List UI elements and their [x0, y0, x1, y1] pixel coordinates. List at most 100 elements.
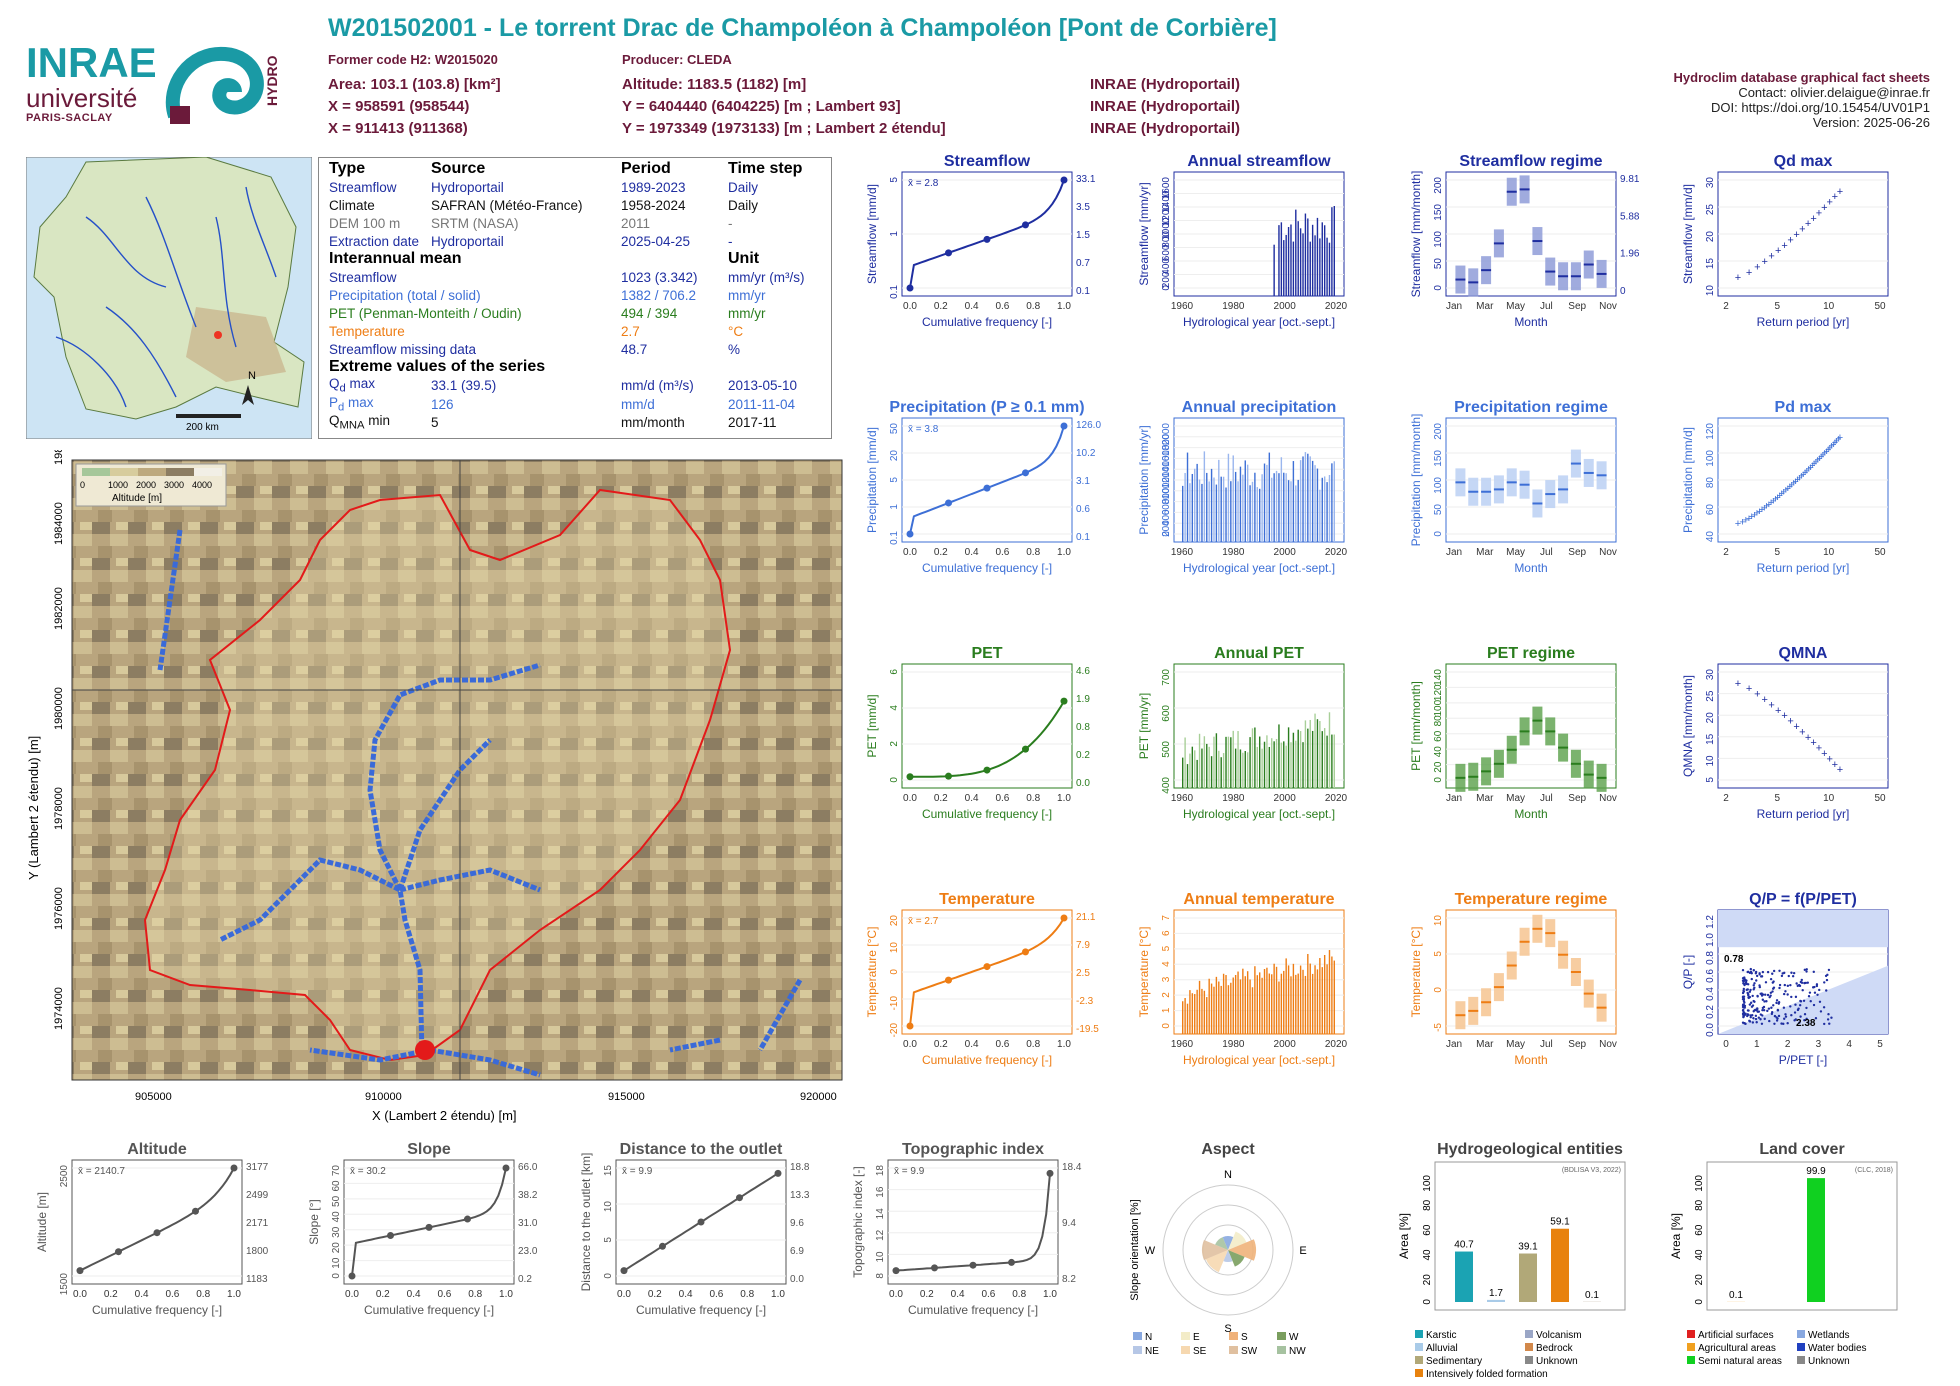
qp-point	[1742, 1005, 1746, 1008]
bar	[1186, 1003, 1189, 1034]
chart-title: Precipitation regime	[1454, 399, 1608, 416]
bar	[1328, 474, 1331, 542]
qp-label: 2.38	[1796, 1018, 1816, 1029]
y-tick: 50	[1433, 504, 1444, 516]
row-extraction: Extraction date Hydroportail 2025-04-25 -	[329, 232, 818, 250]
y-axis-label: Topographic index [-]	[851, 1166, 865, 1277]
y-tick: 60	[1422, 1224, 1433, 1236]
plus-point: +	[1781, 710, 1787, 722]
quantile-point	[736, 1194, 743, 1202]
x-axis-label: Return period [yr]	[1757, 315, 1850, 329]
y-tick: 400	[1161, 258, 1172, 275]
bar	[1268, 973, 1271, 1034]
bar	[1280, 973, 1283, 1034]
row-ext-qd: Qd max 33.1 (39.5) mm/d (m³/s) 2013-05-10	[329, 376, 818, 395]
bar	[1299, 965, 1302, 1034]
plus-point: +	[1754, 508, 1760, 520]
legend-tick: 3000	[164, 480, 184, 490]
station-marker	[214, 331, 222, 339]
x-tick: 0.8	[1012, 1289, 1026, 1300]
legend-label: SE	[1193, 1346, 1207, 1357]
y-tick: 10	[603, 1201, 614, 1213]
x-tick: 2	[1785, 1039, 1791, 1050]
quantile-point	[983, 484, 991, 492]
cell: mm/month	[621, 415, 685, 431]
qp-zone	[1718, 910, 1888, 948]
legend-label: S	[1241, 1332, 1248, 1343]
quantile-point	[502, 1164, 510, 1172]
qp-point	[1786, 1021, 1789, 1025]
chart-title: Hydrogeological entities	[1437, 1141, 1623, 1158]
bar	[1215, 976, 1218, 1034]
quantile-point	[153, 1229, 161, 1237]
qp-point	[1812, 970, 1815, 974]
scale-label: 200 km	[186, 422, 219, 433]
x-tick: 5	[1775, 547, 1781, 558]
x-tick: Jan	[1446, 547, 1462, 558]
qp-point	[1799, 999, 1802, 1003]
bar	[1287, 965, 1290, 1034]
qp-point	[1749, 1001, 1753, 1004]
y-tick: 30	[1705, 669, 1716, 681]
y-tick: 0	[1161, 1023, 1172, 1029]
right-label: 1.9	[1076, 694, 1090, 705]
plus-point: +	[1802, 467, 1808, 479]
bar	[1237, 731, 1239, 788]
bar	[1307, 728, 1309, 788]
aspect-sector	[1222, 1236, 1234, 1250]
qp-point	[1763, 1000, 1766, 1003]
bar	[1266, 735, 1268, 788]
qp-point	[1827, 968, 1831, 972]
bar	[1280, 457, 1283, 542]
bar	[1292, 241, 1295, 296]
qp-point	[1776, 1008, 1780, 1012]
quantile-point	[906, 773, 914, 781]
chart-t_regime: Temperature regime -5 0 5 10 Jan Mar May Jul Sep N…	[1409, 891, 1617, 1067]
bar	[1304, 720, 1307, 788]
mean-label: x̄ = 2.7	[908, 916, 939, 927]
header-right: Hydroclim database graphical fact sheets…	[1674, 70, 1930, 130]
right-label: 0.1	[1076, 532, 1090, 543]
cell: 1023 (3.342)	[621, 269, 698, 285]
legend-swatch	[1687, 1343, 1695, 1351]
plus-point: +	[1810, 737, 1816, 749]
quantile-point	[1060, 697, 1068, 705]
qp-point	[1769, 977, 1773, 981]
x-tick: Mar	[1476, 793, 1494, 804]
north-arrow: N	[248, 370, 256, 382]
paris-saclay-text: PARIS-SACLAY	[26, 112, 113, 124]
x-axis-label: X (Lambert 2 étendu) [m]	[372, 1108, 517, 1123]
quantile-point	[1022, 745, 1029, 753]
bar	[1290, 976, 1292, 1034]
qp-point	[1742, 987, 1746, 991]
y-tick: -5	[1433, 1023, 1444, 1032]
qp-point	[1744, 1012, 1747, 1015]
y-tick: 5	[889, 177, 900, 183]
doi-link[interactable]: DOI: https://doi.org/10.15454/UV01P1	[1711, 100, 1930, 115]
qp-point	[1770, 1010, 1774, 1014]
plus-point: +	[1787, 481, 1793, 493]
x-tick: 0.8	[740, 1289, 754, 1300]
qp-point	[1798, 1004, 1802, 1007]
aspect-sector	[1228, 1231, 1247, 1250]
y-tick: -10	[889, 996, 900, 1011]
cell: Precipitation (total / solid)	[329, 287, 481, 303]
chart-title: Distance to the outlet	[620, 1141, 783, 1158]
x2e-value: X = 911413 (911368)	[328, 120, 468, 137]
bar	[1328, 712, 1331, 788]
plus-point: +	[1785, 483, 1791, 495]
cell: 2011	[621, 215, 651, 231]
x-tick: 0.2	[934, 793, 948, 804]
x-tick: 1.0	[1057, 793, 1071, 804]
bar	[1239, 749, 1242, 788]
qp-point	[1789, 1005, 1792, 1008]
aspect-ring	[1182, 1204, 1274, 1296]
right-label: 0.6	[1076, 504, 1090, 515]
y-tick: 1200	[1161, 466, 1172, 489]
y-tick: 30	[331, 1226, 342, 1238]
chart-pd_max: Pd max 40 60 80 100 120 2 5 10 50 Return period [y…	[1681, 399, 1889, 575]
bar	[1254, 727, 1256, 788]
chart-title: QMNA	[1779, 645, 1828, 662]
mean-label: x̄ = 2140.7	[78, 1166, 125, 1177]
bar	[1283, 970, 1285, 1034]
